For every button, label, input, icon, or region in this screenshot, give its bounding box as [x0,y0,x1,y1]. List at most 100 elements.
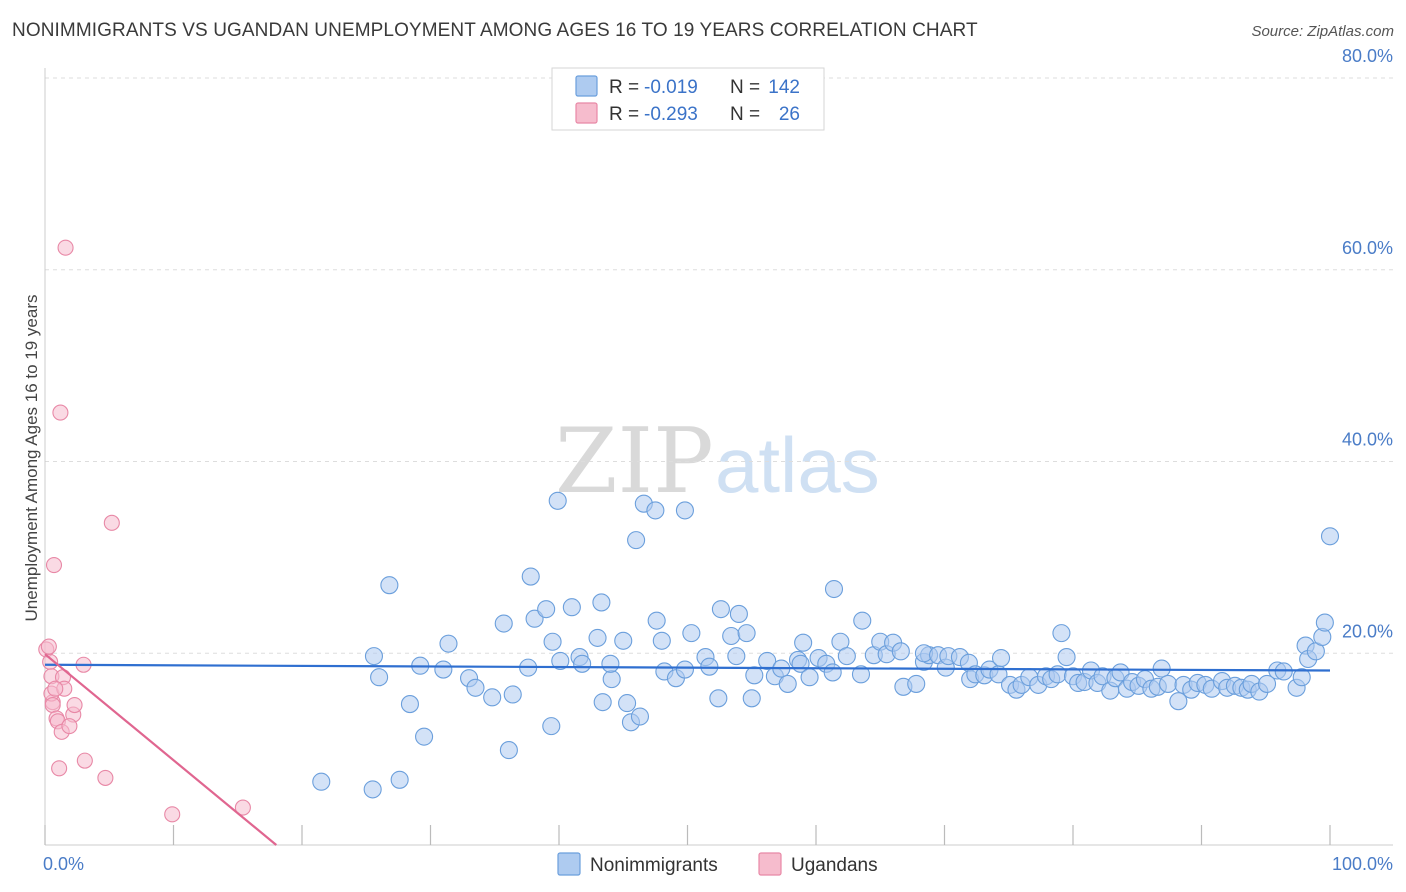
point-nonimmigrants [573,654,592,673]
point-ugandans [234,799,251,816]
point-nonimmigrants [537,600,556,619]
chart-source: Source: ZipAtlas.com [1251,23,1394,40]
trend-line-nonimmigrants [44,663,1331,672]
point-nonimmigrants [1257,674,1277,693]
point-nonimmigrants [592,593,611,612]
point-nonimmigrants [415,727,434,746]
point-nonimmigrants [1159,674,1178,693]
point-ugandans [97,769,114,786]
point-ugandans [52,404,69,421]
point-nonimmigrants [439,634,458,653]
point-nonimmigrants [602,670,621,689]
point-nonimmigrants [675,501,694,520]
point-nonimmigrants [1057,648,1076,667]
point-nonimmigrants [380,576,399,595]
point-nonimmigrants [551,651,570,670]
point-nonimmigrants [778,674,797,693]
legend-n-label-2: N = [730,104,760,125]
point-nonimmigrants [618,694,637,713]
point-nonimmigrants [758,651,777,670]
point-nonimmigrants [494,614,513,633]
point-nonimmigrants [562,598,581,617]
point-nonimmigrants [1320,527,1340,546]
point-nonimmigrants [390,770,409,789]
legend-n-value-2: 26 [779,104,800,125]
point-nonimmigrants [543,632,562,651]
point-nonimmigrants [588,628,607,647]
point-nonimmigrants [652,631,671,650]
chart-title: NONIMMIGRANTS VS UGANDAN UNEMPLOYMENT AM… [12,20,978,41]
point-nonimmigrants [614,631,633,650]
point-nonimmigrants [542,717,561,736]
legend-n-value-1: 142 [768,77,800,98]
point-nonimmigrants [907,674,926,693]
point-nonimmigrants [1052,624,1071,643]
point-ugandans [66,696,83,714]
bottom-legend-ugandans: Ugandans [791,855,878,876]
x-tick-label: 0.0% [43,854,84,874]
stats-legend: R = -0.019 N = 142 R = -0.293 N = 26 [551,67,825,131]
y-tick-label: 20.0% [1342,621,1393,641]
legend-swatch-ugandans [575,102,598,124]
point-nonimmigrants [1315,613,1334,632]
point-nonimmigrants [483,688,502,707]
bottom-legend-swatch-nonimmigrants [557,852,581,876]
point-nonimmigrants [682,624,701,643]
point-nonimmigrants [647,611,666,630]
point-nonimmigrants [434,660,453,679]
point-nonimmigrants [1169,692,1188,711]
point-ugandans [40,638,57,655]
point-nonimmigrants [824,579,844,599]
point-nonimmigrants [823,663,842,682]
point-nonimmigrants [627,531,646,550]
axes: 20.0% 40.0% 60.0% 80.0% 0.0% 100.0% [43,46,1393,874]
point-nonimmigrants [851,665,871,684]
point-nonimmigrants [742,689,761,708]
legend-r-value-2: -0.293 [644,104,698,125]
point-nonimmigrants [466,678,485,697]
point-nonimmigrants [711,600,730,619]
point-nonimmigrants [745,666,764,685]
watermark-atlas: atlas [715,421,880,509]
point-ugandans [51,760,68,777]
point-nonimmigrants [400,695,419,714]
point-nonimmigrants [853,611,872,630]
point-nonimmigrants [794,633,813,652]
point-ugandans [45,556,63,574]
point-nonimmigrants [837,647,856,666]
point-nonimmigrants [891,642,910,661]
point-nonimmigrants [991,648,1011,668]
point-nonimmigrants [646,501,665,520]
point-nonimmigrants [1152,659,1171,678]
point-nonimmigrants [499,741,518,760]
point-nonimmigrants [525,609,544,628]
trend-line-ugandans [44,653,277,846]
point-nonimmigrants [312,772,331,791]
point-ugandans [57,239,74,256]
point-ugandans [47,680,64,697]
point-nonimmigrants [1292,668,1311,687]
series-legend: Nonimmigrants Ugandans [557,852,878,876]
legend-r-value-1: -0.019 [644,77,698,98]
point-nonimmigrants [1111,663,1130,682]
point-nonimmigrants [737,624,756,643]
legend-n-label-1: N = [730,77,760,98]
x-tick-label: 100.0% [1332,854,1393,874]
point-nonimmigrants [709,689,728,708]
point-ugandans [164,806,181,823]
point-nonimmigrants [601,654,620,673]
legend-swatch-nonimmigrants [575,75,598,97]
point-nonimmigrants [548,491,567,510]
bottom-legend-nonimmigrants: Nonimmigrants [590,855,718,876]
point-nonimmigrants [630,707,650,726]
point-nonimmigrants [363,780,382,799]
y-tick-label: 60.0% [1342,238,1393,258]
y-axis-label: Unemployment Among Ages 16 to 19 years [22,295,41,622]
point-nonimmigrants [729,604,748,623]
legend-r-label-2: R = [609,104,639,125]
point-nonimmigrants [593,693,612,712]
point-nonimmigrants [521,567,540,586]
bottom-legend-swatch-ugandans [758,852,782,876]
point-ugandans [44,696,61,714]
point-nonimmigrants [675,660,694,679]
